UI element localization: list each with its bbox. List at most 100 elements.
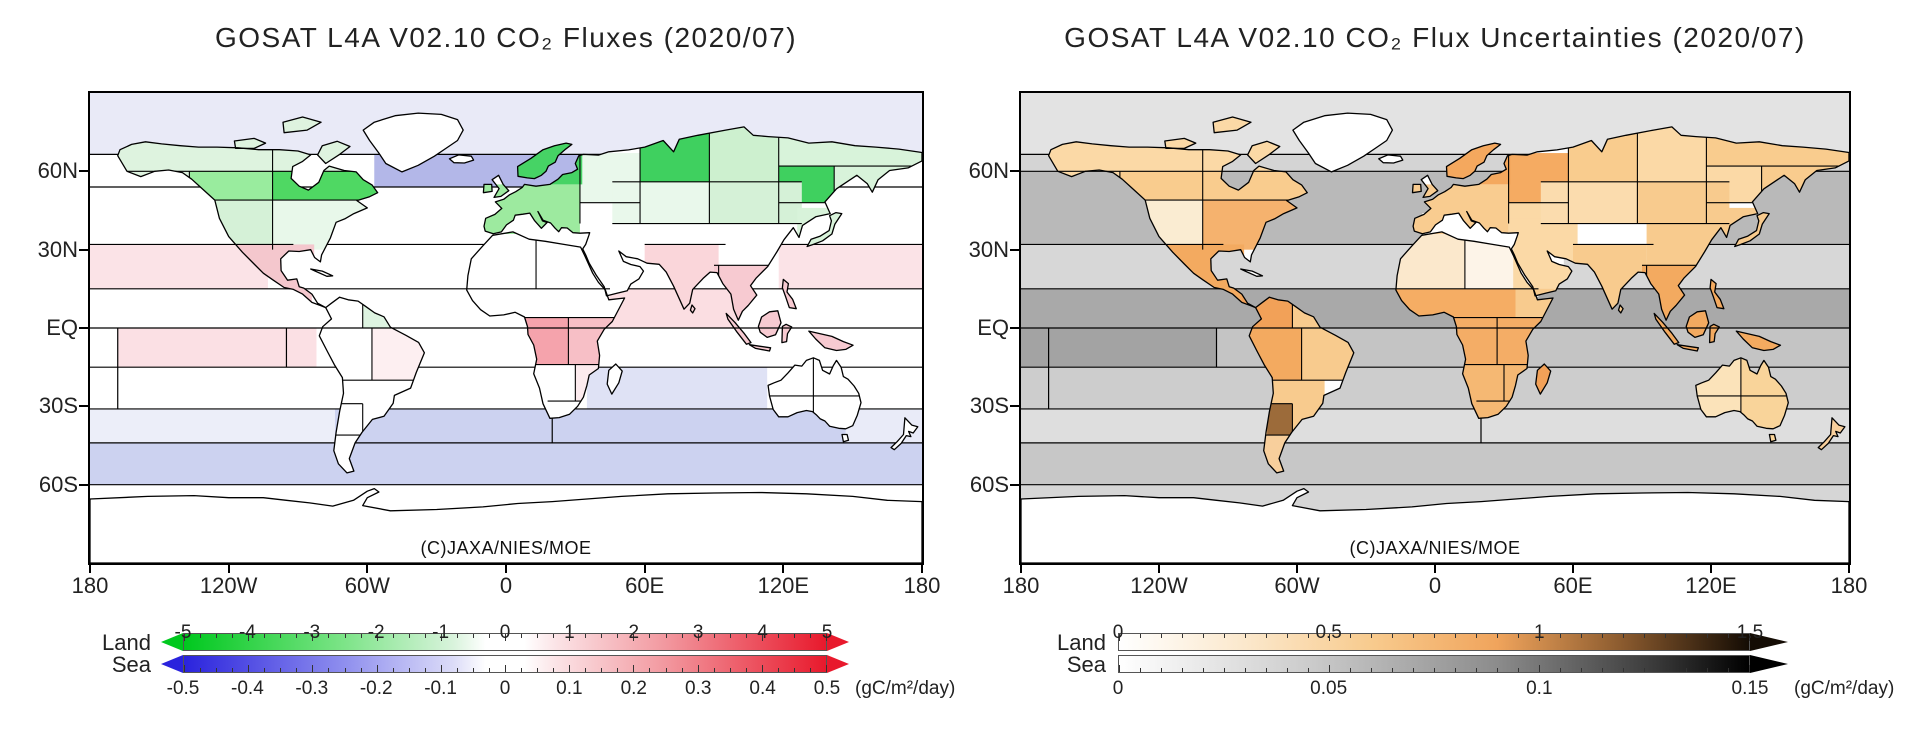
colorbar-tick-label: -0.2 — [359, 678, 393, 699]
colorbar-tick — [1203, 668, 1204, 672]
colorbar-tick-label: -0.4 — [231, 678, 264, 699]
colorbar-tick — [1413, 668, 1414, 672]
colorbar-tick — [729, 634, 731, 638]
colorbar-tick — [1287, 634, 1288, 638]
colorbar-tick — [1728, 668, 1729, 672]
colorbar-tick — [1476, 668, 1477, 672]
colorbar-tick — [697, 634, 699, 641]
colorbar-tick — [248, 665, 250, 672]
colorbar-tick — [809, 668, 811, 672]
x-tick-label-180: 180 — [71, 573, 109, 598]
colorbar-tick — [376, 634, 378, 641]
x-tick-label-0: 0 — [1428, 573, 1442, 598]
colorbar-tick — [312, 665, 314, 672]
colorbar-tick — [793, 634, 795, 638]
land-region-argentina — [1267, 403, 1293, 436]
x-tick-label-60E: 60E — [625, 573, 665, 598]
colorbar-unit-label: (gC/m²/day) — [1794, 678, 1895, 699]
sea-band-south-midlat — [1021, 408, 1849, 443]
colorbar-tick — [745, 634, 747, 638]
y-tick-mark — [79, 483, 88, 486]
flux-map-frame — [88, 91, 924, 565]
colorbar-tick-label: -1 — [432, 622, 450, 643]
colorbar-tick — [745, 668, 747, 672]
colorbar-tick — [1266, 634, 1267, 638]
colorbar-tick — [408, 668, 410, 672]
colorbar-tick-label: 0 — [499, 678, 511, 699]
colorbar-tick — [296, 634, 298, 638]
colorbar-tick — [1308, 668, 1309, 672]
colorbar-tick — [1686, 668, 1687, 672]
colorbar-tick — [488, 668, 490, 672]
colorbar-tick — [649, 668, 651, 672]
y-tick-label-30N: 30N — [37, 236, 78, 262]
colorbar-tick — [184, 665, 185, 672]
colorbar-name-land: Land — [102, 630, 151, 655]
colorbar-tick — [617, 634, 619, 638]
colorbar-tick — [1455, 634, 1456, 638]
y-tick-mark — [79, 248, 88, 251]
colorbar-tick — [569, 665, 571, 672]
colorbar-tick — [344, 634, 346, 638]
colorbar-tick — [1392, 668, 1393, 672]
x-tick-mark — [1296, 565, 1298, 573]
colorbar-tick — [1350, 668, 1351, 672]
colorbar-unit-label: (gC/m²/day) — [855, 678, 956, 699]
colorbar-tick — [328, 634, 330, 638]
colorbar-tick — [505, 634, 506, 641]
colorbar-tick-label: 0.05 — [1310, 678, 1348, 699]
colorbar-tick — [1224, 668, 1225, 672]
flux-land-colorbar — [183, 633, 827, 651]
colorbar-tick — [1707, 668, 1708, 672]
colorbar-tick — [232, 634, 234, 638]
flux-map-copyright: (C)JAXA/NIES/MOE — [420, 538, 592, 558]
flux-map-title: GOSAT L4A V02.10 CO₂ Fluxes (2020/07) — [214, 22, 798, 53]
colorbar-tick — [1182, 634, 1183, 638]
colorbar-tick — [649, 634, 651, 638]
colorbar-tick-label: 0.5 — [813, 678, 841, 699]
uncertainty-map-title: GOSAT L4A V02.10 CO₂ Flux Uncertainties … — [1064, 22, 1806, 53]
colorbar-tick-label: 0.5 — [1315, 622, 1342, 643]
colorbar-tick-label: -0.3 — [295, 678, 329, 699]
colorbar-tick — [440, 634, 442, 641]
colorbar-tick — [1266, 668, 1267, 672]
colorbar-tick — [633, 665, 635, 672]
colorbar-tick-label: 0.2 — [620, 678, 648, 699]
x-tick-label-60E: 60E — [1553, 573, 1593, 598]
sea-band-south-midlat — [334, 408, 846, 443]
colorbar-tick — [1161, 668, 1162, 672]
colorbar-tick — [1182, 668, 1183, 672]
y-tick-mark — [79, 327, 88, 329]
colorbar-tick — [569, 634, 571, 641]
colorbar-tick — [1203, 634, 1204, 638]
colorbar-left-arrow — [161, 633, 183, 651]
colorbar-tick — [1644, 668, 1645, 672]
colorbar-tick — [1707, 634, 1708, 638]
colorbar-tick — [537, 634, 539, 638]
colorbar-tick — [1434, 634, 1435, 638]
colorbar-tick — [1518, 668, 1519, 672]
colorbar-tick — [1413, 634, 1414, 638]
x-tick-label-180: 180 — [1830, 573, 1868, 598]
x-tick-mark — [1020, 565, 1022, 573]
x-tick-label-0: 0 — [499, 573, 513, 598]
colorbar-tick — [1602, 634, 1603, 638]
x-tick-mark — [643, 565, 646, 573]
uncertainty-map-frame — [1019, 91, 1851, 565]
y-tick-mark — [1010, 327, 1019, 329]
colorbar-tick-label: 0 — [1112, 678, 1124, 699]
colorbar-tick-label: -2 — [367, 622, 385, 643]
colorbar-tick — [1518, 634, 1519, 638]
colorbar-tick — [1350, 634, 1351, 638]
colorbar-name-sea: Sea — [111, 652, 151, 677]
colorbar-tick — [1476, 634, 1477, 638]
colorbar-tick — [1539, 665, 1540, 672]
colorbar-tick — [697, 665, 699, 672]
colorbar-tick — [809, 634, 811, 638]
colorbar-tick — [1560, 634, 1561, 638]
y-tick-mark — [79, 405, 88, 408]
uncertainty-map — [1020, 93, 1850, 568]
colorbar-tick — [1308, 634, 1309, 638]
colorbar-tick — [713, 668, 715, 672]
